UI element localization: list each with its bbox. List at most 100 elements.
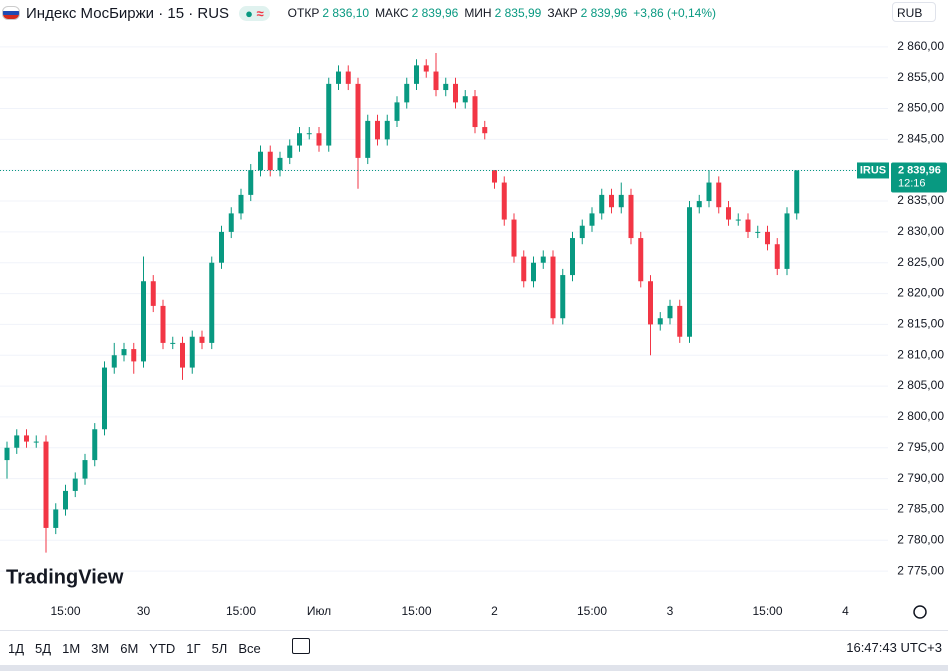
candle-body bbox=[433, 71, 439, 91]
range-button[interactable]: 5Л bbox=[211, 640, 228, 656]
candle-body bbox=[589, 213, 595, 226]
bottom-bar bbox=[0, 665, 948, 671]
candle-body bbox=[248, 170, 254, 195]
price-tag-value: 2 839,96 bbox=[898, 164, 941, 176]
y-tick-label: 2 835,00 bbox=[897, 193, 944, 207]
candle-body bbox=[482, 127, 488, 134]
candle-body bbox=[648, 281, 653, 325]
candle-body bbox=[63, 490, 68, 510]
candle-body bbox=[14, 435, 20, 448]
symbol-tag-text: IRUS bbox=[860, 164, 886, 176]
open: 2 836,10 bbox=[322, 6, 370, 20]
candle-body bbox=[696, 201, 702, 208]
candle-body bbox=[326, 83, 332, 146]
candle-body bbox=[735, 219, 741, 221]
candle-body bbox=[375, 120, 380, 140]
settings-icon[interactable] bbox=[913, 605, 927, 619]
range-button[interactable]: 5Д bbox=[35, 640, 52, 656]
y-tick-label: 2 830,00 bbox=[897, 224, 944, 238]
x-tick-label: 15:00 bbox=[577, 604, 607, 618]
y-tick-label: 2 810,00 bbox=[897, 347, 944, 361]
high-label: МАКС bbox=[375, 6, 409, 20]
candle-body bbox=[238, 194, 244, 214]
y-tick-label: 2 850,00 bbox=[897, 101, 944, 115]
x-tick-label: 15:00 bbox=[752, 604, 782, 618]
candle-body bbox=[462, 96, 468, 103]
range-button[interactable]: 1М bbox=[62, 640, 81, 656]
candle-body bbox=[784, 213, 790, 269]
close-label: ЗАКР bbox=[547, 6, 578, 20]
candle-body bbox=[599, 194, 605, 214]
y-tick-label: 2 800,00 bbox=[897, 409, 944, 423]
logo: TradingView bbox=[6, 566, 124, 588]
candle-body bbox=[111, 355, 117, 368]
candle-body bbox=[667, 305, 673, 319]
candle-body bbox=[521, 256, 527, 282]
candle-body bbox=[745, 219, 751, 232]
candle-body bbox=[43, 441, 49, 528]
candle-body bbox=[755, 231, 761, 233]
chart: TradingView 2 775,00 2 780,00 2 785,00 2 79… bbox=[0, 39, 947, 619]
candle-body bbox=[560, 275, 566, 319]
candle-body bbox=[277, 157, 283, 171]
y-tick-label: 2 795,00 bbox=[897, 440, 944, 454]
price-tag-time: 12:16 bbox=[898, 177, 926, 189]
candle-body bbox=[511, 219, 517, 257]
candle-body bbox=[774, 244, 780, 269]
candle-body bbox=[706, 182, 712, 202]
candle-body bbox=[492, 170, 497, 183]
candle-body bbox=[404, 83, 410, 103]
currency-button[interactable]: RUB bbox=[892, 2, 936, 22]
range-button[interactable]: 1Г bbox=[186, 640, 201, 656]
low-label: МИН bbox=[464, 6, 492, 20]
calendar-icon[interactable] bbox=[292, 638, 310, 654]
candle-body bbox=[102, 367, 107, 430]
symbol-tag bbox=[857, 162, 889, 179]
candle-body bbox=[384, 120, 390, 140]
x-tick-label: 15:00 bbox=[226, 604, 256, 618]
close: 2 839,96 bbox=[580, 6, 628, 20]
candle-body bbox=[150, 281, 156, 306]
x-tick-label: 3 bbox=[667, 604, 674, 618]
candle-body bbox=[180, 342, 185, 368]
price-tag bbox=[891, 162, 947, 193]
candle-body bbox=[394, 102, 400, 121]
x-tick-label: 15:00 bbox=[401, 604, 431, 618]
candle-body bbox=[170, 342, 176, 344]
candle-body bbox=[628, 194, 634, 239]
header: Индекс МосБиржи · 15 · RUS ● ≈ ОТКР 2 836… bbox=[0, 4, 719, 22]
candle-body bbox=[209, 262, 215, 343]
candle-body bbox=[414, 65, 419, 84]
low: 2 835,99 bbox=[494, 6, 542, 20]
candle-body bbox=[618, 194, 624, 208]
change: +3,86 (+0,14%) bbox=[633, 6, 717, 20]
candle-body bbox=[453, 83, 458, 103]
y-tick-label: 2 820,00 bbox=[897, 286, 944, 300]
open-label: ОТКР bbox=[287, 6, 320, 20]
symbol[interactable]: Индекс МосБиржи · 15 · RUS bbox=[26, 4, 230, 22]
candle-body bbox=[228, 213, 234, 232]
range-button[interactable]: 1Д bbox=[8, 640, 25, 656]
candle-body bbox=[92, 429, 98, 461]
range-button[interactable]: 3М bbox=[91, 640, 110, 656]
candle-body bbox=[609, 194, 614, 208]
x-tick-label: 15:00 bbox=[50, 604, 80, 618]
candle-body bbox=[219, 231, 224, 263]
y-tick-label: 2 805,00 bbox=[897, 378, 944, 392]
range-button[interactable]: YTD bbox=[149, 640, 176, 656]
y-tick-label: 2 780,00 bbox=[897, 532, 944, 546]
range-button[interactable]: 6М bbox=[120, 640, 139, 656]
x-tick-label: 30 bbox=[137, 604, 151, 618]
candle-body bbox=[794, 170, 800, 214]
range-button[interactable]: Все bbox=[238, 640, 261, 656]
candle-body bbox=[53, 509, 59, 528]
x-tick-label: 2 bbox=[491, 604, 498, 618]
candle-body bbox=[765, 231, 770, 245]
status[interactable]: ● ≈ bbox=[239, 5, 270, 21]
y-tick-label: 2 785,00 bbox=[897, 502, 944, 516]
candle-body bbox=[189, 336, 195, 368]
candle-body bbox=[258, 151, 263, 171]
candle-body bbox=[531, 262, 536, 282]
candle-body bbox=[306, 133, 312, 135]
